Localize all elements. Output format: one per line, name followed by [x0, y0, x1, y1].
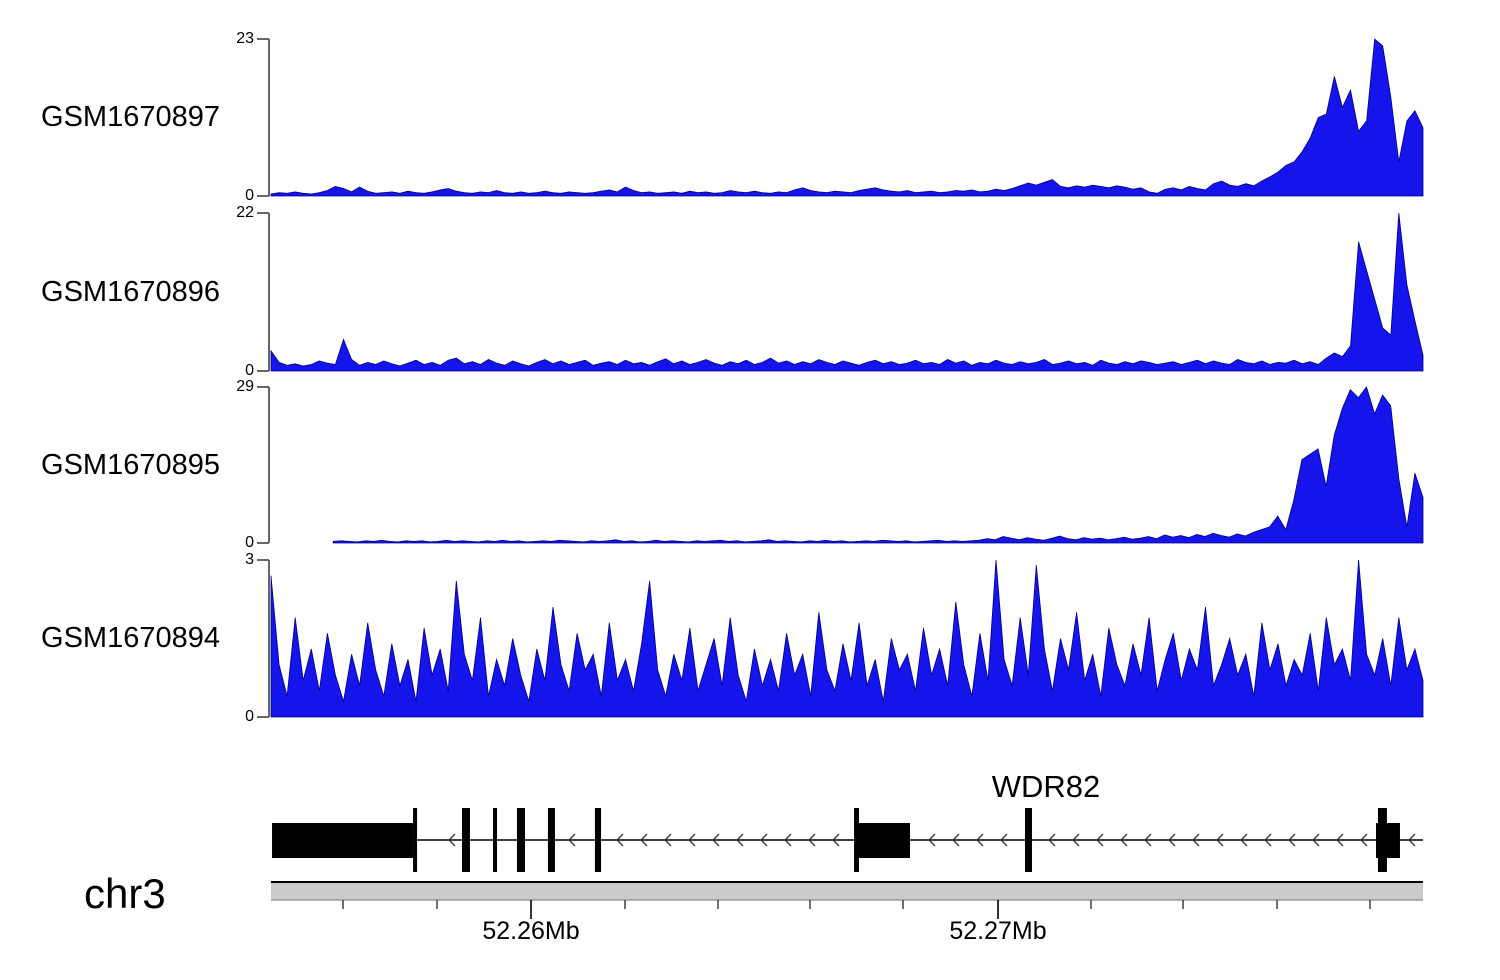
gene-exon [594, 808, 602, 872]
y-axis-max-label-track2: 22 [236, 204, 254, 221]
strand-arrow-left-icon [1240, 833, 1248, 847]
gene-exon [547, 808, 555, 872]
signal-area-GSM1670897 [270, 38, 1424, 197]
strand-arrow-left-icon [1264, 833, 1272, 847]
gene-exon [492, 808, 498, 872]
strand-arrow-left-icon [784, 833, 792, 847]
gene-exon [854, 808, 859, 872]
chromosome-ruler-bar [271, 882, 1423, 900]
strand-arrow-left-icon [640, 833, 648, 847]
strand-arrow-left-icon [1192, 833, 1200, 847]
y-axis-max-label-track3: 29 [236, 378, 254, 395]
strand-arrow-left-icon [760, 833, 768, 847]
strand-arrow-left-icon [1000, 833, 1008, 847]
strand-arrow-left-icon [1096, 833, 1104, 847]
strand-arrow-left-icon [1312, 833, 1320, 847]
chromosome-label: chr3 [84, 870, 166, 917]
gene-exon [1024, 808, 1033, 872]
signal-area-GSM1670894 [270, 559, 1424, 718]
strand-arrow-left-icon [568, 833, 576, 847]
strand-arrow-left-icon [1120, 833, 1128, 847]
track-label-gsm1670897: GSM1670897 [41, 101, 220, 133]
axis-tick-label-52-27mb: 52.27Mb [949, 917, 1047, 945]
strand-arrow-left-icon [664, 833, 672, 847]
gene-utr-box [858, 823, 911, 858]
strand-arrow-left-icon [736, 833, 744, 847]
strand-arrow-left-icon [1048, 833, 1056, 847]
strand-arrow-left-icon [808, 833, 816, 847]
strand-arrow-left-icon [976, 833, 984, 847]
strand-arrow-left-icon [1336, 833, 1344, 847]
axis-tick-label-52-26mb: 52.26Mb [482, 917, 580, 945]
gene-exon [413, 808, 418, 872]
strand-arrow-left-icon [448, 833, 456, 847]
y-axis-max-label-track4: 3 [245, 551, 254, 568]
strand-arrow-left-icon [688, 833, 696, 847]
track-label-gsm1670895: GSM1670895 [41, 449, 220, 481]
gene-exon [516, 808, 526, 872]
strand-arrow-left-icon [1144, 833, 1152, 847]
track-label-gsm1670894: GSM1670894 [41, 622, 220, 654]
gene-exon [1377, 808, 1387, 872]
signal-area-GSM1670896 [270, 212, 1424, 372]
y-axis-zero-label-track2: 0 [245, 362, 254, 379]
y-axis-max-label-track1: 23 [236, 30, 254, 47]
strand-arrow-left-icon [832, 833, 840, 847]
signal-area-GSM1670895 [332, 386, 1424, 544]
strand-arrow-left-icon [712, 833, 720, 847]
strand-arrow-left-icon [1168, 833, 1176, 847]
strand-arrow-left-icon [1408, 833, 1416, 847]
gene-name-label: WDR82 [991, 769, 1101, 804]
y-axis-zero-label-track4: 0 [245, 708, 254, 725]
strand-arrow-left-icon [952, 833, 960, 847]
gene-exon [462, 808, 470, 872]
strand-arrow-left-icon [1072, 833, 1080, 847]
strand-arrow-left-icon [616, 833, 624, 847]
strand-arrow-left-icon [1360, 833, 1368, 847]
y-axis-zero-label-track1: 0 [245, 187, 254, 204]
strand-arrow-left-icon [928, 833, 936, 847]
strand-arrow-left-icon [1216, 833, 1224, 847]
strand-arrow-left-icon [1288, 833, 1296, 847]
gene-utr-box [272, 823, 414, 858]
track-label-gsm1670896: GSM1670896 [41, 276, 220, 308]
y-axis-zero-label-track3: 0 [245, 534, 254, 551]
